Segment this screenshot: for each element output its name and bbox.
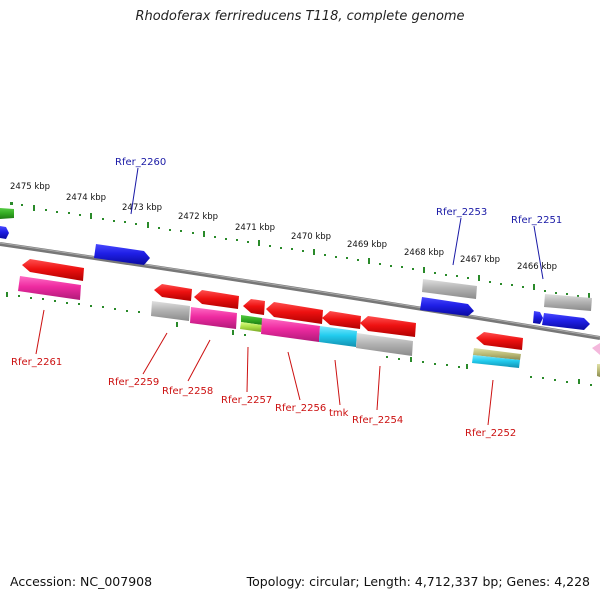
gene-label-rfer-2259[interactable]: Rfer_2259 (108, 377, 159, 388)
gene-label-rfer-2253[interactable]: Rfer_2253 (436, 207, 487, 218)
gene-block[interactable] (261, 318, 320, 342)
gene-label-rfer-2256[interactable]: Rfer_2256 (275, 403, 326, 414)
forward-genes (0, 208, 590, 330)
scale-label-2467: 2467 kbp (460, 255, 500, 265)
gene-block[interactable] (533, 311, 543, 324)
scale-label-2469: 2469 kbp (347, 240, 387, 250)
gene-label-rfer-2258[interactable]: Rfer_2258 (162, 386, 213, 397)
gene-Rfer_2257[interactable] (243, 299, 265, 315)
gene-block[interactable] (544, 294, 592, 311)
gene-label-rfer-2251[interactable]: Rfer_2251 (511, 215, 562, 226)
gene-label-tmk[interactable]: tmk (329, 408, 349, 419)
scale-label-2468: 2468 kbp (404, 248, 444, 258)
reverse-genes (18, 259, 600, 377)
gene-Rfer_2256[interactable] (266, 302, 323, 324)
gene-block[interactable] (473, 348, 521, 360)
gene-block[interactable] (597, 364, 600, 377)
reverse-leader-lines (35, 309, 494, 426)
forward-leader-lines (130, 167, 544, 280)
scale-label-2470: 2470 kbp (291, 232, 331, 242)
gene-tmk[interactable] (322, 311, 361, 329)
gene-Rfer_2258[interactable] (194, 290, 239, 309)
scale-label-2466: 2466 kbp (517, 262, 557, 272)
gene-block[interactable] (592, 343, 600, 355)
gene-block[interactable] (319, 326, 357, 347)
scale-label-2474: 2474 kbp (66, 193, 106, 203)
reverse-scale-ticks (6, 292, 592, 386)
gene-block[interactable] (18, 276, 81, 300)
gene-label-rfer-2257[interactable]: Rfer_2257 (221, 395, 272, 406)
genome-backbone (0, 242, 600, 340)
accession-text: Accession: NC_007908 (10, 574, 153, 589)
gene-label-rfer-2254[interactable]: Rfer_2254 (352, 415, 403, 426)
scale-label-2475: 2475 kbp (10, 182, 50, 192)
scale-label-2471: 2471 kbp (235, 223, 275, 233)
genome-title: Rhodoferax ferrireducens T118, complete … (135, 9, 465, 24)
gene-block[interactable] (241, 315, 262, 325)
forward-scale-ticks (10, 202, 590, 299)
topology-text: Topology: circular; Length: 4,712,337 bp… (246, 574, 590, 589)
scale-label-2473: 2473 kbp (122, 203, 162, 213)
genome-backbone-highlight (0, 242, 600, 338)
gene-block[interactable] (151, 301, 190, 321)
gene-Rfer_2254[interactable] (360, 316, 416, 337)
gene-block[interactable] (422, 279, 477, 299)
gene-block[interactable] (0, 226, 9, 239)
gene-Rfer_2252[interactable] (476, 332, 523, 350)
scale-label-2472: 2472 kbp (178, 212, 218, 222)
gene-block[interactable] (190, 307, 237, 329)
gene-Rfer_2251[interactable] (542, 313, 590, 330)
gene-block[interactable] (472, 355, 520, 368)
gene-Rfer_2261[interactable] (22, 259, 84, 281)
gene-label-rfer-2260[interactable]: Rfer_2260 (115, 157, 166, 168)
gene-Rfer_2259[interactable] (154, 284, 192, 301)
gene-block[interactable] (356, 333, 413, 356)
gene-block[interactable] (240, 322, 262, 332)
gene-Rfer_2260[interactable] (94, 244, 150, 265)
gene-Rfer_2253[interactable] (420, 297, 474, 316)
gene-label-rfer-2261[interactable]: Rfer_2261 (11, 357, 62, 368)
gene-block[interactable] (0, 208, 14, 219)
gene-label-rfer-2252[interactable]: Rfer_2252 (465, 428, 516, 439)
